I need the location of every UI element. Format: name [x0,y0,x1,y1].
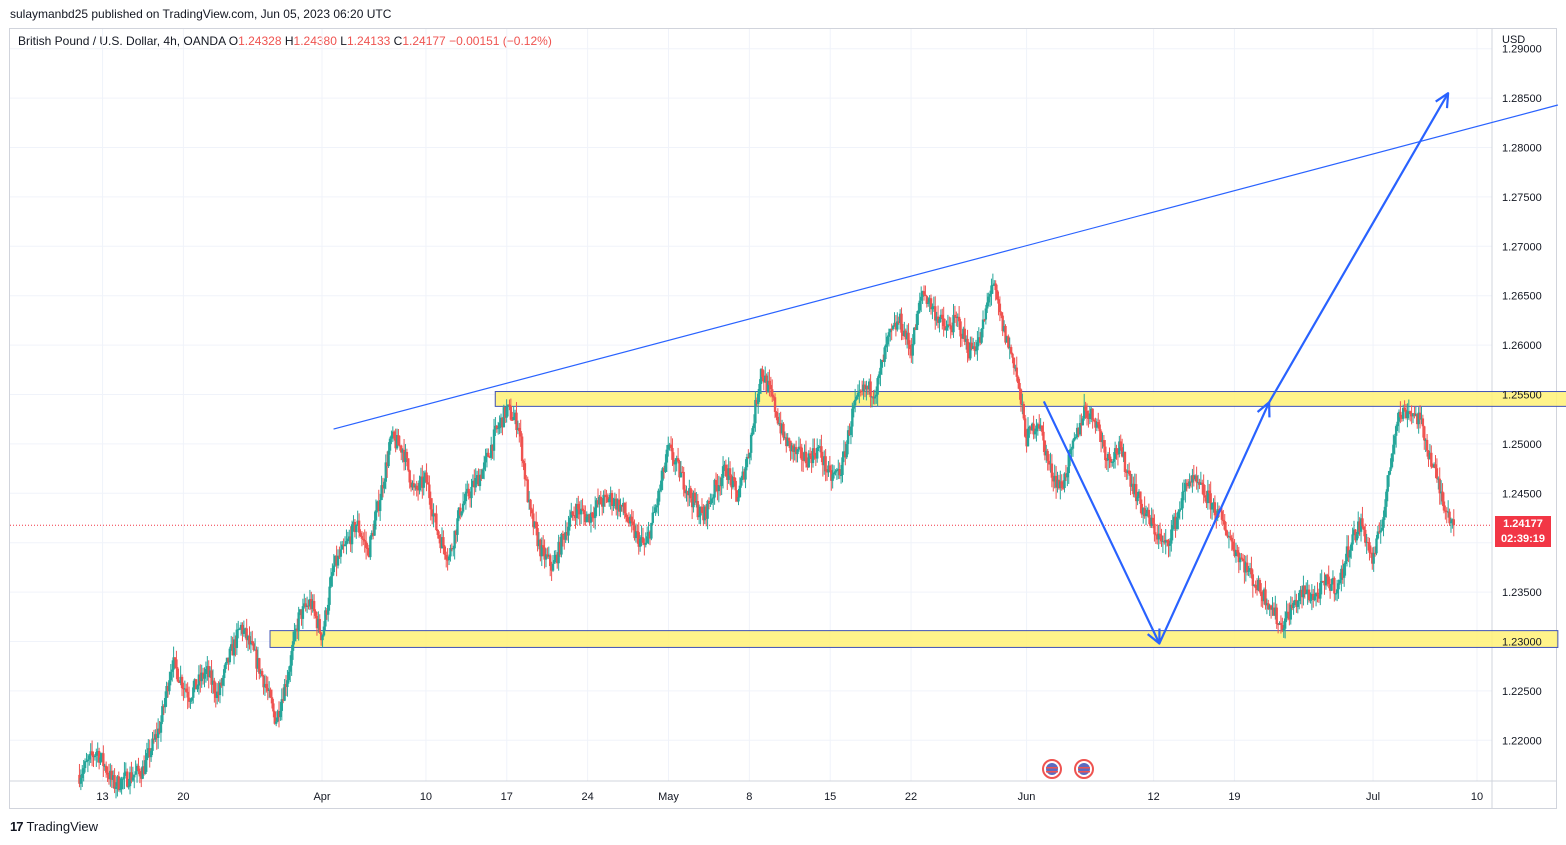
current-price-tag: 1.24177 02:39:19 [1495,516,1551,547]
published-by-text: sulaymanbd25 published on TradingView.co… [10,7,392,21]
low-value: 1.24133 [346,34,391,48]
bar-countdown: 02:39:19 [1500,533,1546,545]
open-value: 1.24328 [238,34,282,48]
low-label: L [340,34,347,48]
symbol-legend: British Pound / U.S. Dollar, 4h, OANDA O… [18,34,552,48]
current-price-value: 1.24177 [1503,518,1543,530]
change-value: −0.00151 (−0.12%) [449,34,552,48]
chart-frame [9,28,1557,809]
currency-label[interactable]: USD [1502,34,1526,46]
high-label: H [284,34,294,48]
tradingview-logo[interactable]: 17 TradingView [10,819,98,834]
symbol-title: British Pound / U.S. Dollar, 4h, OANDA [18,34,226,48]
open-label: O [228,34,239,48]
tradingview-brand: TradingView [26,819,99,834]
high-value: 1.24380 [293,34,337,48]
tradingview-logo-icon: 17 [10,819,24,834]
close-label: C [393,34,403,48]
close-value: 1.24177 [402,34,446,48]
